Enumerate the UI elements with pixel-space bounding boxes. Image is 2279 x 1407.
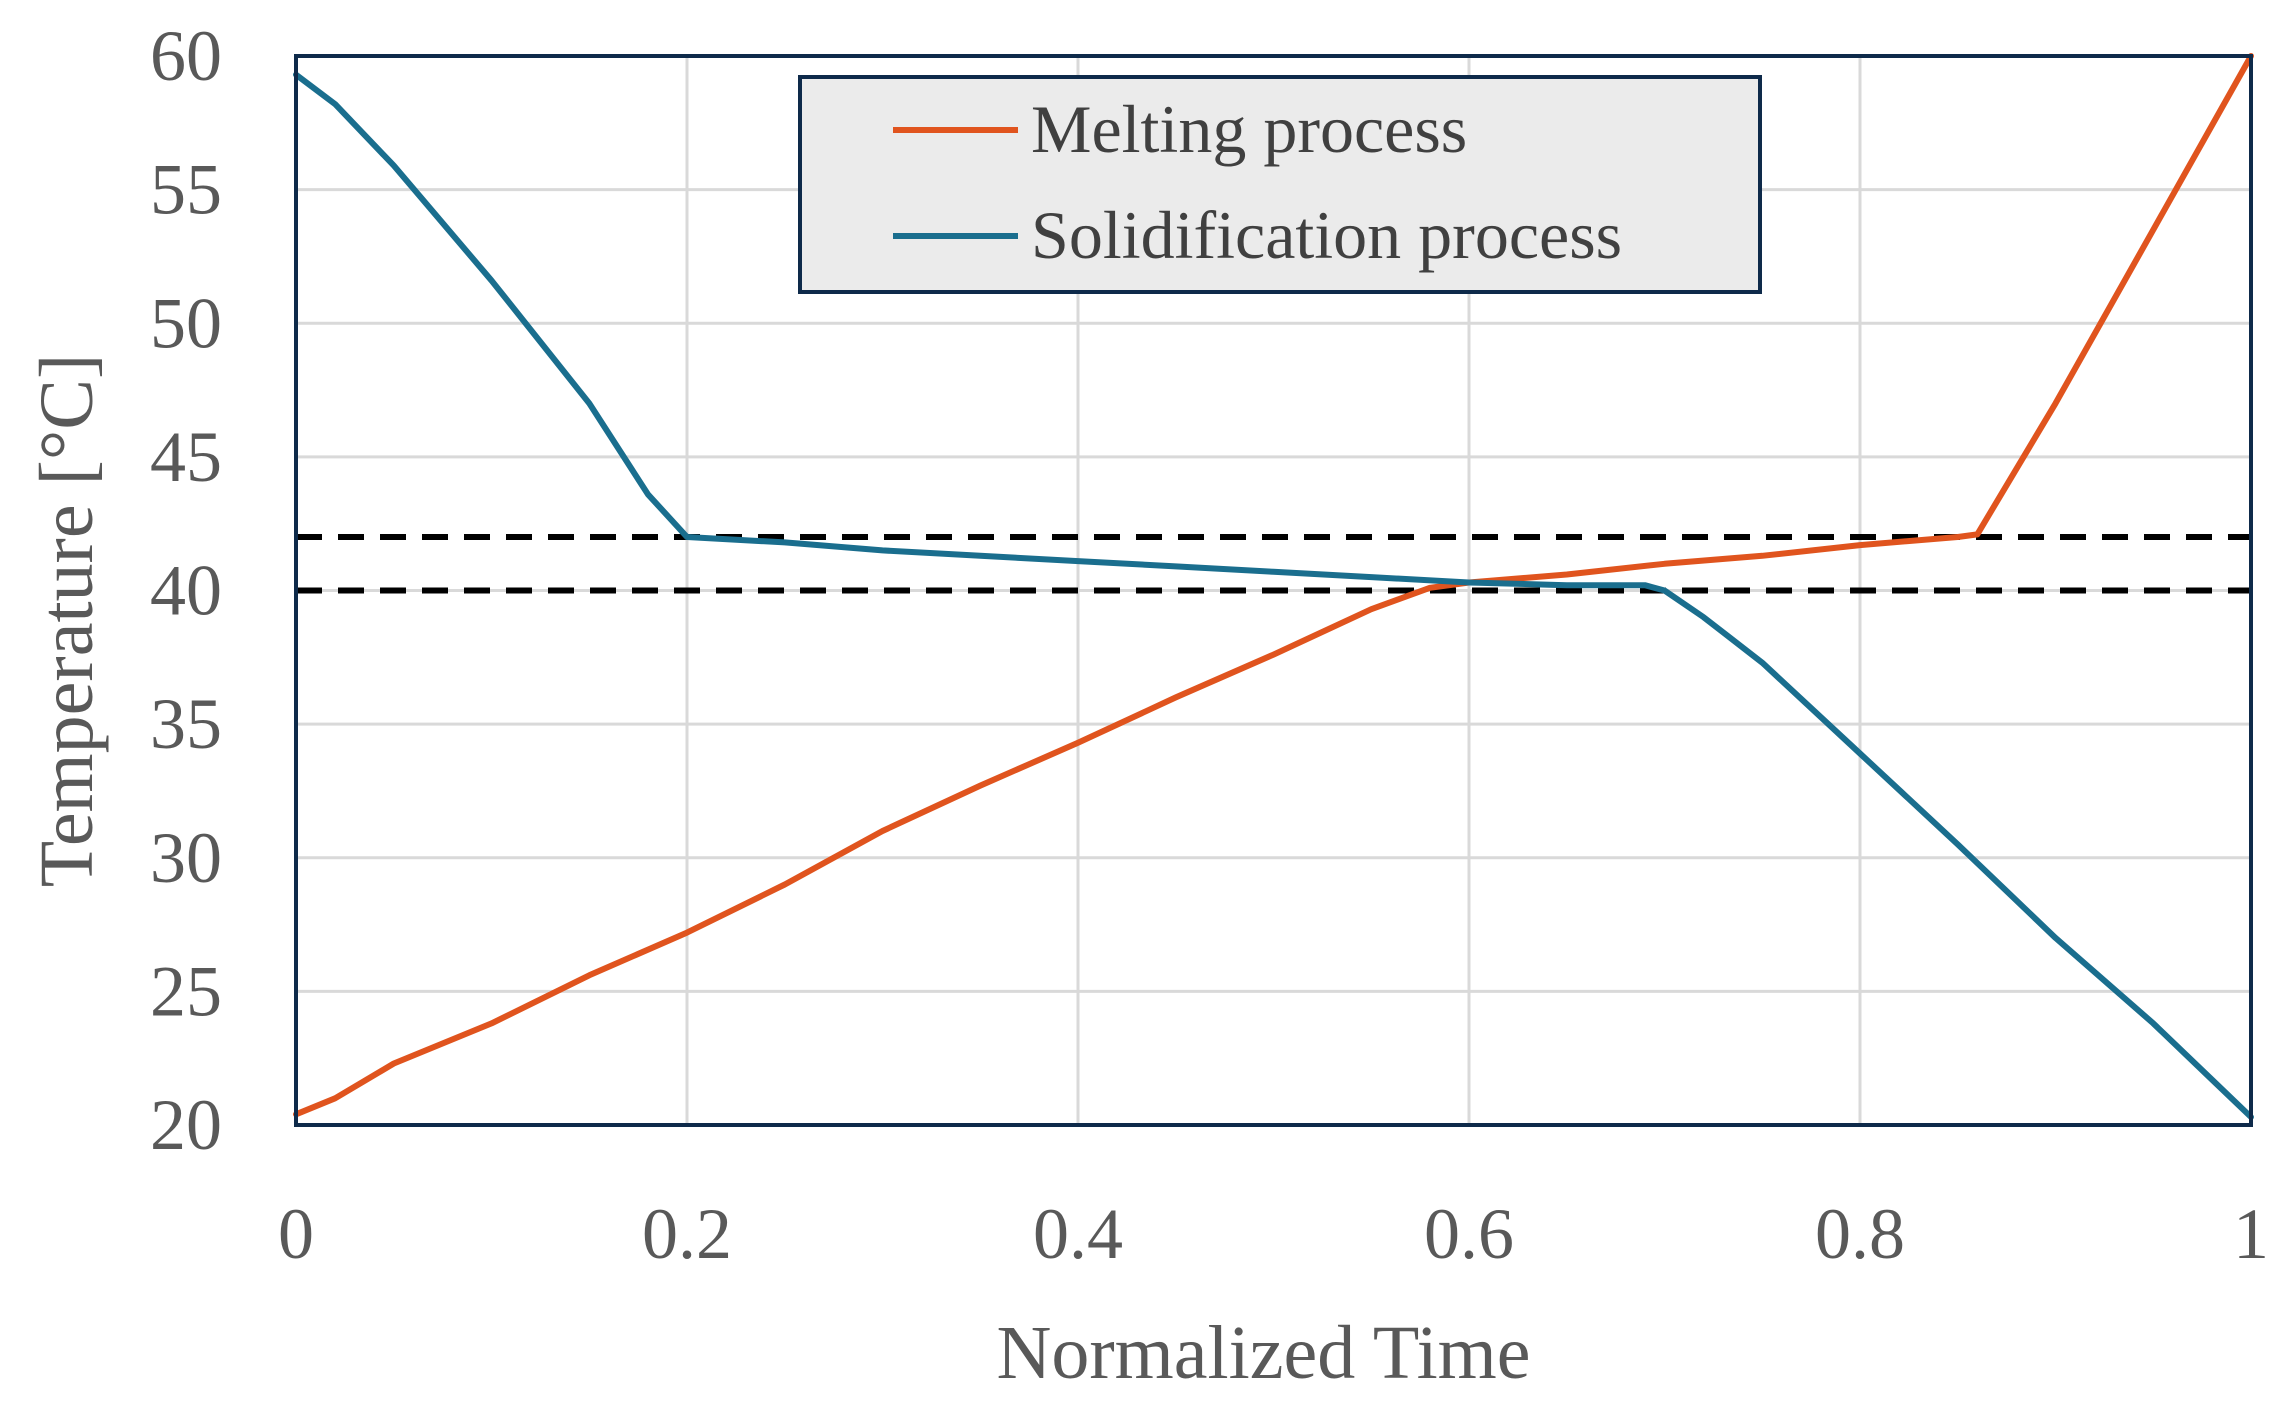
x-axis-title: Normalized Time [996,1311,1530,1395]
x-axis-ticks: 0 0.2 0.4 0.6 0.8 1 [278,1194,2269,1274]
y-axis-ticks: 20 25 30 35 40 45 50 55 60 [150,16,222,1165]
y-tick-label: 35 [150,684,222,764]
plot-area-border [294,54,2253,1127]
x-tick-label: 0 [278,1194,314,1274]
y-tick-label: 45 [150,417,222,497]
x-tick-label: 0.6 [1424,1194,1514,1274]
x-tick-label: 0.2 [642,1194,732,1274]
series-line [293,71,2254,1120]
legend: Melting process Solidification process [798,75,1762,294]
x-tick-label: 1 [2233,1194,2269,1274]
reference-lines [296,534,2251,594]
x-tick-label: 0.8 [1815,1194,1905,1274]
x-tick-label: 0.4 [1033,1194,1123,1274]
legend-label-melting: Melting process [1031,91,1467,167]
y-axis-title: Temperature [°C] [25,354,109,888]
y-tick-label: 30 [150,818,222,898]
y-tick-label: 55 [150,150,222,230]
series-line [293,53,2254,1118]
y-tick-label: 50 [150,283,222,363]
legend-box [798,75,1762,294]
series-group [293,53,2254,1120]
legend-label-solidification: Solidification process [1031,197,1622,273]
y-tick-label: 60 [150,16,222,96]
y-tick-label: 40 [150,551,222,631]
y-tick-label: 25 [150,951,222,1031]
y-tick-label: 20 [150,1085,222,1165]
